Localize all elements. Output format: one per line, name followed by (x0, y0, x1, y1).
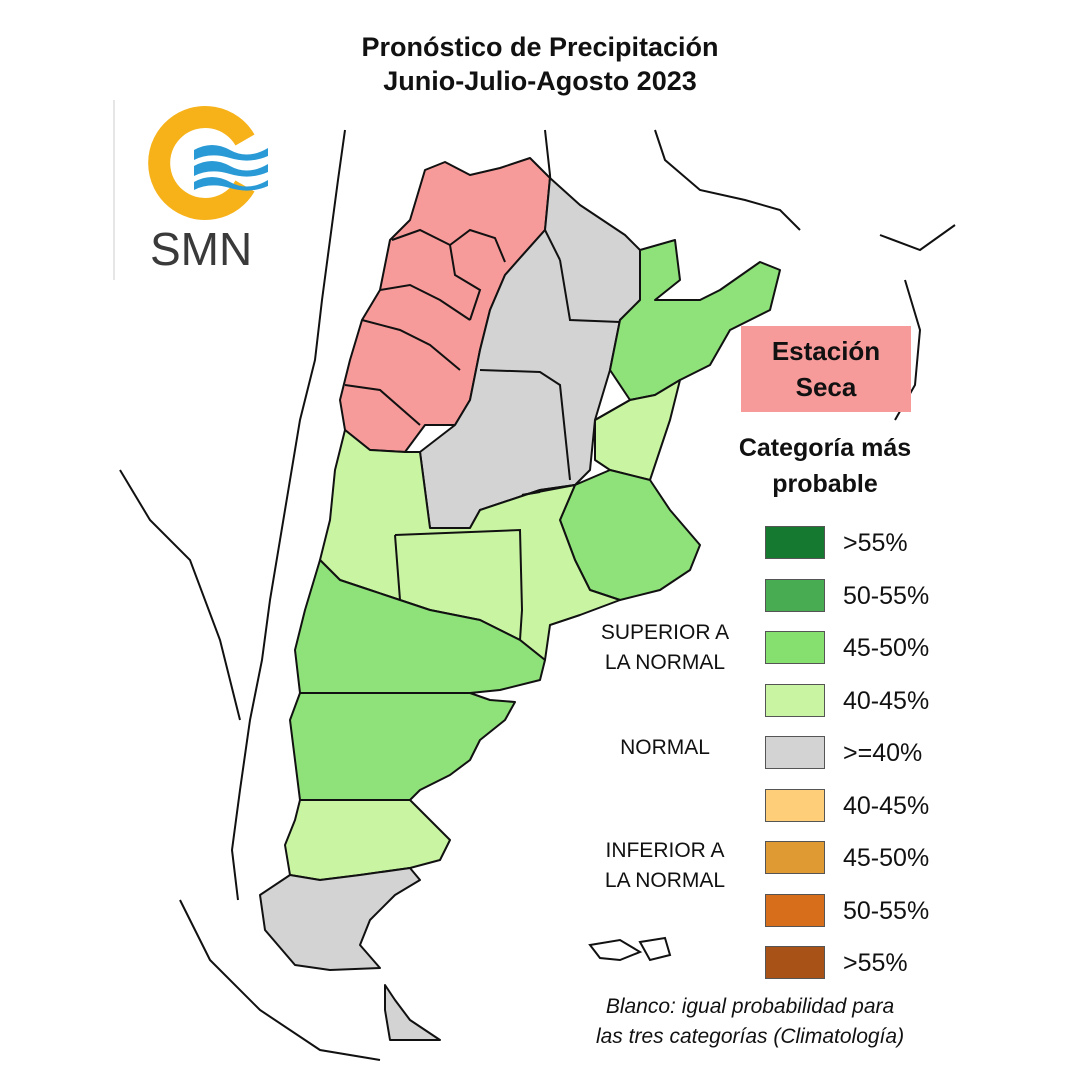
region-chubut-green (289, 692, 516, 801)
neighbor-borders (119, 129, 956, 1061)
legend-label-4: >=40% (843, 739, 923, 767)
legend-swatch-4 (765, 736, 825, 769)
legend-label-6: 45-50% (843, 844, 930, 872)
legend-label-5: 40-45% (843, 792, 930, 820)
legend-title: Categoría más probable (700, 430, 950, 502)
legend-group-below-line2: LA NORMAL (604, 869, 726, 892)
legend-group-normal-line1: NORMAL (620, 736, 710, 759)
legend-swatch-5 (765, 789, 825, 822)
malvinas-islands (588, 936, 672, 962)
legend-group-below-line1: INFERIOR A (605, 839, 725, 862)
region-south-normal (259, 867, 421, 971)
dry-season-badge: Estación Seca (741, 326, 911, 412)
legend-group-above-line1: SUPERIOR A (600, 621, 730, 644)
legend-swatch-2 (765, 631, 825, 664)
dry-season-badge-line1: Estación (771, 336, 881, 366)
region-santa-cruz-lightgreen (284, 799, 451, 881)
region-patagonia-north-green (294, 559, 546, 694)
smn-logo-text: SMN (150, 223, 252, 275)
map-title-line2: Junio-Julio-Agosto 2023 (383, 66, 697, 96)
legend-label-2: 45-50% (843, 634, 930, 662)
map-title-line1: Pronóstico de Precipitación (361, 32, 719, 62)
smn-logo: SMN (112, 100, 282, 285)
legend-group-below: INFERIOR A LA NORMAL (590, 836, 740, 896)
legend-label-3: 40-45% (843, 687, 930, 715)
dry-season-badge-line2: Seca (795, 372, 857, 402)
legend-swatch-8 (765, 946, 825, 979)
legend-label-1: 50-55% (843, 582, 930, 610)
footnote-line1: Blanco: igual probabilidad para (605, 995, 895, 1018)
legend-title-line2: probable (772, 470, 878, 498)
province-lines (344, 228, 631, 641)
legend-swatch-1 (765, 579, 825, 612)
legend-swatch-6 (765, 841, 825, 874)
province-regions (259, 157, 781, 1041)
legend-label-0: >55% (843, 529, 908, 557)
legend-title-line1: Categoría más (738, 434, 912, 462)
legend-label-8: >55% (843, 949, 908, 977)
footnote: Blanco: igual probabilidad para las tres… (540, 992, 960, 1052)
legend-swatch-3 (765, 684, 825, 717)
legend-swatch-0 (765, 526, 825, 559)
footnote-line2: las tres categorías (Climatología) (595, 1025, 905, 1048)
legend-group-above: SUPERIOR A LA NORMAL (590, 618, 740, 678)
region-northeast-green (609, 239, 781, 401)
legend-group-above-line2: LA NORMAL (604, 651, 726, 674)
legend-label-7: 50-55% (843, 897, 930, 925)
legend-swatch-7 (765, 894, 825, 927)
region-tierra-del-fuego-normal (384, 984, 441, 1041)
region-litoral-lightgreen (594, 379, 681, 481)
legend-group-normal: NORMAL (590, 733, 740, 763)
